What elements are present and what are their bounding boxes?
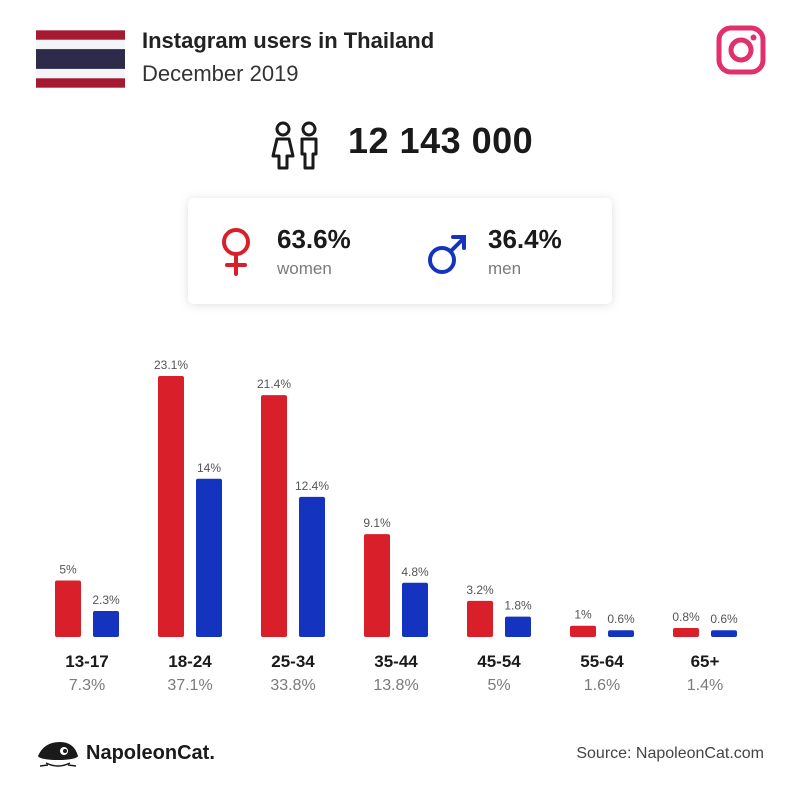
age-group-total-65+: 1.4% bbox=[687, 677, 723, 694]
age-group-label-65+: 65+ bbox=[691, 652, 720, 671]
women-value-label-25-34: 21.4% bbox=[257, 377, 291, 391]
men-bar-25-34 bbox=[299, 496, 325, 637]
napoleoncat-logo bbox=[38, 742, 78, 767]
brand-name: NapoleonCat. bbox=[86, 742, 215, 764]
women-value-label-35-44: 9.1% bbox=[363, 516, 391, 530]
thailand-flag bbox=[36, 30, 125, 88]
women-label: women bbox=[277, 259, 332, 278]
total-users: 12 143 000 bbox=[348, 120, 534, 161]
men-value-label-65+: 0.6% bbox=[710, 612, 738, 626]
age-group-label-45-54: 45-54 bbox=[477, 652, 521, 671]
people-icon bbox=[271, 121, 318, 170]
women-bar-13-17 bbox=[55, 580, 81, 637]
men-percentage: 36.4% bbox=[488, 224, 562, 254]
source-text: Source: NapoleonCat.com bbox=[576, 745, 764, 762]
men-bar-18-24 bbox=[196, 478, 222, 637]
men-bar-55-64 bbox=[608, 630, 634, 637]
men-bar-35-44 bbox=[402, 582, 428, 637]
women-value-label-65+: 0.8% bbox=[672, 610, 700, 624]
men-bar-65+ bbox=[711, 630, 737, 637]
male-symbol-icon bbox=[428, 235, 466, 274]
women-percentage: 63.6% bbox=[277, 224, 351, 254]
age-group-label-13-17: 13-17 bbox=[65, 652, 108, 671]
age-gender-bar-chart: 5% 2.3% 13-17 7.3% 23.1% 14% 18-24 37.1% 21.4% 12… bbox=[55, 358, 738, 694]
women-value-label-13-17: 5% bbox=[59, 563, 77, 577]
gender-card: 63.6% women 36.4% men bbox=[188, 198, 612, 304]
age-group-total-55-64: 1.6% bbox=[584, 677, 620, 694]
women-bar-25-34 bbox=[261, 395, 287, 637]
age-group-label-35-44: 35-44 bbox=[374, 652, 418, 671]
men-label: men bbox=[488, 259, 522, 278]
men-value-label-25-34: 12.4% bbox=[295, 479, 329, 493]
men-value-label-18-24: 14% bbox=[197, 461, 221, 475]
age-group-total-45-54: 5% bbox=[487, 677, 510, 694]
women-bar-45-54 bbox=[467, 600, 493, 637]
page-title: Instagram users in Thailand bbox=[142, 28, 435, 53]
men-value-label-13-17: 2.3% bbox=[92, 593, 120, 607]
age-group-total-13-17: 7.3% bbox=[69, 677, 105, 694]
men-bar-45-54 bbox=[505, 616, 531, 637]
age-group-label-55-64: 55-64 bbox=[580, 652, 624, 671]
men-value-label-55-64: 0.6% bbox=[607, 612, 635, 626]
men-bar-13-17 bbox=[93, 611, 119, 637]
women-value-label-55-64: 1% bbox=[574, 608, 592, 622]
women-bar-65+ bbox=[673, 627, 699, 637]
age-group-total-18-24: 37.1% bbox=[167, 677, 212, 694]
page-subtitle: December 2019 bbox=[142, 61, 299, 86]
women-value-label-45-54: 3.2% bbox=[466, 583, 494, 597]
age-group-label-25-34: 25-34 bbox=[271, 652, 315, 671]
women-bar-18-24 bbox=[158, 375, 184, 637]
instagram-icon bbox=[716, 25, 766, 75]
men-value-label-35-44: 4.8% bbox=[401, 565, 429, 579]
men-value-label-45-54: 1.8% bbox=[504, 599, 532, 613]
women-bar-35-44 bbox=[364, 534, 390, 637]
age-group-total-25-34: 33.8% bbox=[270, 677, 315, 694]
age-group-label-18-24: 18-24 bbox=[168, 652, 212, 671]
age-group-total-35-44: 13.8% bbox=[373, 677, 418, 694]
women-bar-55-64 bbox=[570, 625, 596, 637]
female-symbol-icon bbox=[222, 228, 250, 276]
women-value-label-18-24: 23.1% bbox=[154, 358, 188, 372]
